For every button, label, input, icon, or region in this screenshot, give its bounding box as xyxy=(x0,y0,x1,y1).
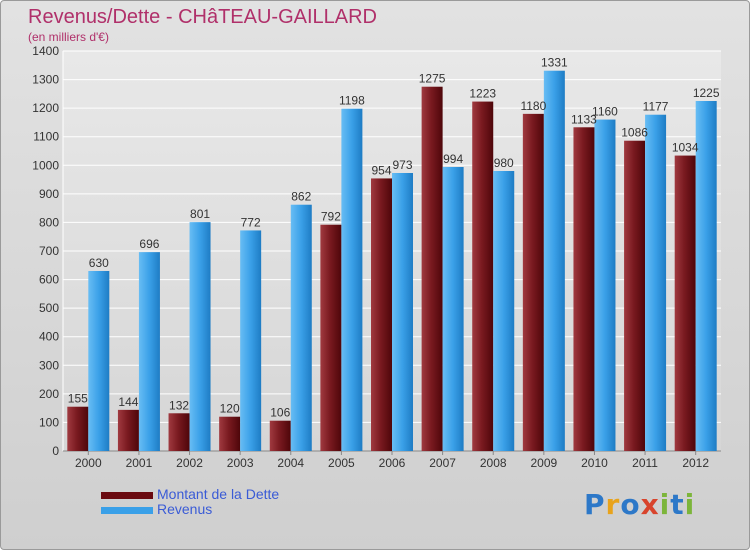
data-label-dette: 1133 xyxy=(571,112,597,126)
logo-letter: o xyxy=(620,488,641,521)
bar-revenus xyxy=(442,167,464,451)
x-tick-label: 2002 xyxy=(176,456,203,470)
bar-dette xyxy=(320,224,342,451)
y-tick-label: 300 xyxy=(39,358,59,372)
data-label-dette: 1034 xyxy=(672,141,699,155)
x-tick-label: 2000 xyxy=(75,456,102,470)
bar-dette xyxy=(117,409,139,451)
bar-dette xyxy=(573,127,595,452)
data-label-revenus: 1225 xyxy=(693,86,720,100)
data-label-dette: 120 xyxy=(220,402,240,416)
data-label-dette: 155 xyxy=(68,392,88,406)
bar-dette xyxy=(624,140,646,451)
proxiti-logo: Proxiti xyxy=(584,488,695,521)
bar-dette xyxy=(67,406,89,451)
x-tick-label: 2007 xyxy=(429,456,456,470)
data-label-revenus: 973 xyxy=(392,158,412,172)
bar-revenus xyxy=(695,101,717,451)
y-tick-label: 400 xyxy=(39,330,59,344)
y-tick-label: 1200 xyxy=(32,101,59,115)
legend-swatch-revenus xyxy=(101,507,153,514)
x-tick-label: 2005 xyxy=(328,456,355,470)
x-tick-label: 2001 xyxy=(126,456,153,470)
bar-dette xyxy=(472,101,494,452)
data-label-revenus: 1331 xyxy=(541,56,568,70)
x-tick-label: 2004 xyxy=(277,456,304,470)
x-tick-label: 2008 xyxy=(480,456,507,470)
data-label-dette: 1086 xyxy=(621,126,648,140)
x-tick-label: 2006 xyxy=(379,456,406,470)
bar-revenus xyxy=(493,171,515,451)
legend-label-revenus: Revenus xyxy=(157,501,213,517)
legend-label-dette: Montant de la Dette xyxy=(157,486,280,502)
logo-letter: t xyxy=(670,488,685,521)
bar-revenus xyxy=(290,204,312,451)
bar-revenus xyxy=(594,119,616,452)
data-label-revenus: 994 xyxy=(443,152,463,166)
y-tick-label: 700 xyxy=(39,244,59,258)
bar-revenus xyxy=(240,230,262,451)
bar-dette xyxy=(674,155,696,452)
data-label-revenus: 1198 xyxy=(339,94,365,108)
data-label-dette: 1180 xyxy=(520,99,546,113)
data-label-dette: 792 xyxy=(321,210,341,224)
y-tick-label: 500 xyxy=(39,301,59,315)
y-tick-label: 800 xyxy=(39,215,59,229)
data-label-revenus: 801 xyxy=(190,207,210,221)
bar-dette xyxy=(269,420,291,451)
data-label-revenus: 772 xyxy=(241,215,261,229)
bar-revenus xyxy=(392,173,413,451)
data-label-dette: 954 xyxy=(371,163,391,177)
y-tick-label: 1400 xyxy=(32,44,59,58)
logo-letter: x xyxy=(640,488,660,521)
data-label-revenus: 1160 xyxy=(592,105,618,119)
bar-revenus xyxy=(138,252,160,451)
data-label-dette: 1223 xyxy=(469,87,496,101)
y-tick-label: 100 xyxy=(39,415,59,429)
y-tick-label: 900 xyxy=(39,187,59,201)
logo-letter: r xyxy=(605,488,621,521)
bar-dette xyxy=(522,113,544,451)
y-tick-label: 1000 xyxy=(32,158,59,172)
data-label-dette: 106 xyxy=(270,406,290,420)
data-label-dette: 144 xyxy=(118,395,138,409)
bar-dette xyxy=(168,413,190,451)
x-tick-label: 2003 xyxy=(227,456,254,470)
bar-revenus xyxy=(543,70,565,451)
y-tick-label: 1100 xyxy=(33,130,59,144)
y-tick-label: 200 xyxy=(39,387,59,401)
data-label-revenus: 1177 xyxy=(643,100,669,114)
y-tick-label: 0 xyxy=(52,444,59,458)
x-tick-label: 2010 xyxy=(581,456,608,470)
data-label-revenus: 630 xyxy=(89,256,109,270)
x-tick-label: 2011 xyxy=(632,456,658,470)
x-tick-label: 2009 xyxy=(530,456,557,470)
data-label-dette: 132 xyxy=(169,398,189,412)
data-label-revenus: 862 xyxy=(291,190,311,204)
y-tick-label: 600 xyxy=(39,273,59,287)
bar-dette xyxy=(371,178,392,451)
bar-revenus xyxy=(189,222,211,451)
legend-swatch-dette xyxy=(101,492,153,499)
chart-title: Revenus/Dette - CHâTEAU-GAILLARD xyxy=(28,6,378,28)
y-tick-label: 1300 xyxy=(32,73,59,87)
bar-dette xyxy=(219,416,241,451)
bar-dette xyxy=(421,86,443,451)
chart-subtitle: (en milliers d'€) xyxy=(28,30,109,44)
logo-letter: i xyxy=(659,488,671,521)
logo-letter: i xyxy=(684,488,696,521)
data-label-dette: 1275 xyxy=(419,72,446,86)
bar-revenus xyxy=(645,114,667,451)
logo-letter: P xyxy=(584,488,606,521)
data-label-revenus: 980 xyxy=(494,156,514,170)
bar-revenus xyxy=(88,271,110,451)
x-tick-label: 2012 xyxy=(682,456,709,470)
bar-revenus xyxy=(341,108,363,451)
data-label-revenus: 696 xyxy=(139,237,159,251)
